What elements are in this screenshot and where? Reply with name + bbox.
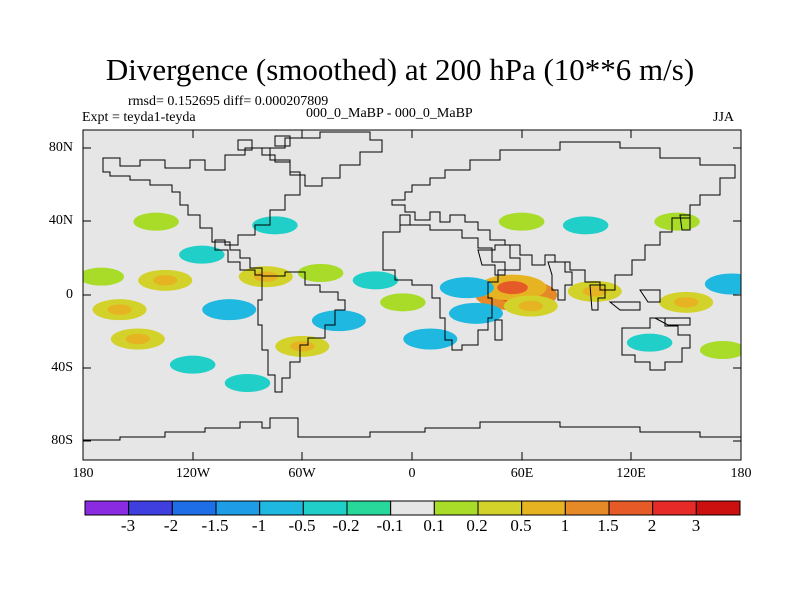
lat-label-80n: 80N xyxy=(48,140,73,155)
divergence-core xyxy=(217,304,242,315)
colorbar-box xyxy=(652,500,697,516)
divergence-patch xyxy=(133,212,179,231)
divergence-patch xyxy=(179,245,225,264)
colorbar-box xyxy=(477,500,523,516)
coast-madagascar xyxy=(494,319,503,341)
lat-label-40s: 40S xyxy=(51,360,73,375)
colorbar-label: -0.1 xyxy=(376,516,404,535)
divergence-core xyxy=(454,282,479,293)
coast-canada-arctic xyxy=(237,135,291,151)
coast-north-america xyxy=(102,147,301,276)
colorbar-label: -1 xyxy=(251,516,267,535)
coast-india xyxy=(547,261,573,301)
colorbar-label: 1.5 xyxy=(597,516,619,535)
divergence-field xyxy=(83,212,741,392)
lon-label-60e: 60E xyxy=(510,466,534,481)
divergence-core xyxy=(107,304,132,315)
divergence-core xyxy=(674,297,699,308)
divergence-core xyxy=(518,300,543,312)
divergence-patch xyxy=(352,271,399,290)
colorbar-label: -1.5 xyxy=(201,516,229,535)
divergence-core xyxy=(719,278,741,290)
divergence-core xyxy=(153,275,178,286)
divergence-core xyxy=(582,286,607,297)
coast-japan xyxy=(679,214,691,231)
divergence-patch xyxy=(297,264,344,282)
colorbar-box xyxy=(302,500,348,516)
colorbar-box xyxy=(390,500,435,516)
coast-australia xyxy=(621,317,691,371)
lat-label-0: 0 xyxy=(66,287,73,302)
colorbar-box xyxy=(171,500,217,516)
divergence-core xyxy=(418,333,443,345)
divergence-core xyxy=(326,315,352,326)
coast-eurasia xyxy=(391,141,736,291)
divergence-core xyxy=(463,308,489,319)
divergence-patch xyxy=(699,341,741,359)
colorbar-label: 0.5 xyxy=(510,516,532,535)
divergence-patch xyxy=(562,216,609,235)
colorbar-label: -0.5 xyxy=(288,516,316,535)
divergence-patch xyxy=(626,333,673,352)
divergence-patch xyxy=(224,374,271,392)
map-plot xyxy=(82,129,742,461)
coast-antarctica xyxy=(83,417,741,441)
divergence-core xyxy=(497,281,528,295)
lon-label-180w: 180 xyxy=(72,466,94,481)
divergence-patch xyxy=(169,355,216,374)
coast-se-asia xyxy=(589,284,691,326)
divergence-patch xyxy=(83,267,125,286)
experiment-label: Expt = teyda1-teyda xyxy=(82,110,196,125)
divergence-core xyxy=(125,333,150,345)
colorbar-box xyxy=(695,500,741,516)
comparison-label: 000_0_MaBP - 000_0_MaBP xyxy=(306,106,473,121)
colorbar-boxes xyxy=(84,500,741,516)
lon-label-120w: 120W xyxy=(175,466,211,481)
coast-south-america xyxy=(257,271,346,393)
colorbar-label: -3 xyxy=(120,516,136,535)
colorbar-box xyxy=(433,500,479,516)
divergence-patch xyxy=(498,212,545,231)
coast-africa xyxy=(382,224,506,351)
colorbar-box xyxy=(259,500,304,516)
coast-arabia xyxy=(477,244,521,276)
colorbar-box xyxy=(128,500,173,516)
colorbar-label: -2 xyxy=(163,516,179,535)
colorbar-box xyxy=(521,500,566,516)
divergence-patch xyxy=(252,216,298,235)
lon-label-0: 0 xyxy=(408,466,416,481)
coastlines xyxy=(83,131,741,441)
colorbar-box xyxy=(346,500,392,516)
colorbar-box xyxy=(215,500,261,516)
colorbar-label: -0.2 xyxy=(332,516,360,535)
colorbar-label: 1 xyxy=(560,516,570,535)
divergence-core xyxy=(253,271,278,282)
colorbar-label: 2 xyxy=(647,516,657,535)
colorbar-label: 0.1 xyxy=(423,516,445,535)
colorbar-box xyxy=(608,500,654,516)
divergence-patch xyxy=(380,293,426,312)
divergence-patch xyxy=(654,212,700,231)
plot-title: Divergence (smoothed) at 200 hPa (10**6 … xyxy=(105,52,695,87)
coast-greenland xyxy=(261,131,383,187)
colorbar-box xyxy=(564,500,610,516)
colorbar-label: 0.2 xyxy=(466,516,488,535)
lon-label-180e: 180 xyxy=(730,466,752,481)
coast-uk xyxy=(399,214,411,226)
colorbar-box xyxy=(84,500,130,516)
lat-label-80s: 80S xyxy=(51,433,73,448)
lon-label-60w: 60W xyxy=(288,466,316,481)
lon-label-120e: 120E xyxy=(616,466,646,481)
lat-label-40n: 40N xyxy=(48,213,73,228)
colorbar-label: 3 xyxy=(691,516,701,535)
stats-label: rmsd= 0.152695 diff= 0.000207809 xyxy=(128,94,329,109)
season-label: JJA xyxy=(713,110,735,125)
axis-ticks xyxy=(83,130,741,460)
